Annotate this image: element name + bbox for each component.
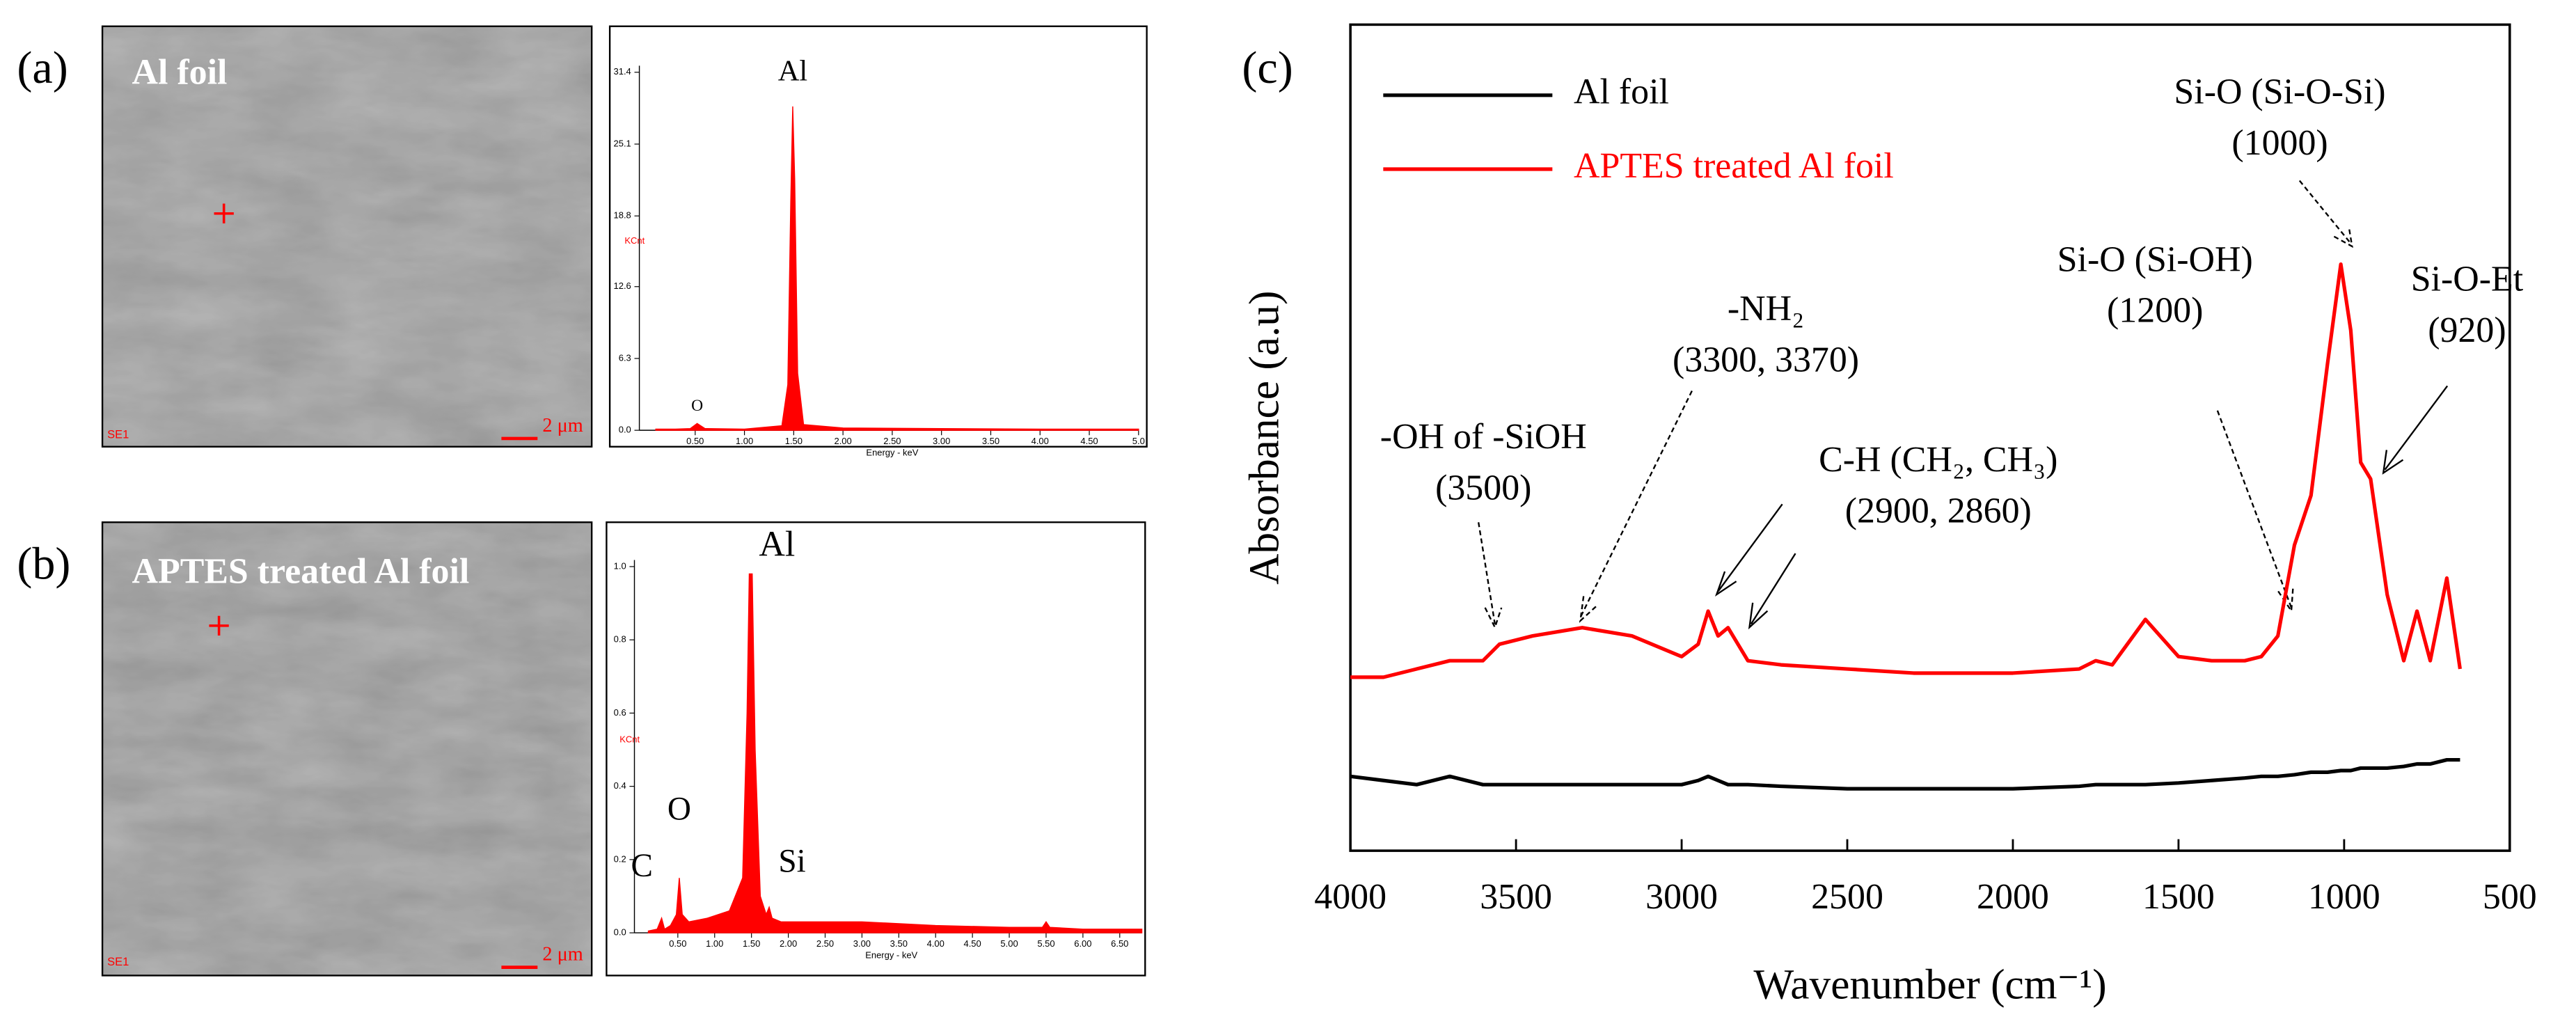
x-tick-label: 3000 [1645,877,1718,917]
panel-label: (c) [1242,42,1293,93]
x-tick-label: 5.00 [1000,938,1018,949]
peak-label: O [667,791,691,828]
x-tick-label: 3500 [1480,877,1552,917]
x-tick-label: 1.00 [736,436,753,446]
y-axis-label: KCnt [619,734,640,744]
y-tick-label: 0.2 [614,853,626,864]
legend-label: Al foil [1574,72,1669,112]
annotation: (1000) [2231,123,2328,163]
y-tick-label: 0.0 [619,425,631,435]
detector-label: SE1 [107,956,129,968]
y-tick-label: 1.0 [614,560,626,571]
x-tick-label: 1500 [2142,877,2215,917]
detector-label: SE1 [107,429,129,441]
annotation: -NH₂ [1728,289,1804,329]
x-tick-label: 2.50 [816,938,834,949]
annotation: C-H (CH₂, CH₃) [1819,440,2057,480]
x-tick-label: 2500 [1811,877,1883,917]
annotation-arrows [1478,180,2449,630]
sem-frame [101,25,593,448]
y-tick-label: 0.6 [614,707,626,718]
panel-label: (a) [17,42,68,93]
x-tick-label: 1.50 [785,436,803,446]
eds-frame [606,521,1146,977]
y-axis-label: KCnt [624,235,645,246]
spot-marker [209,203,234,636]
x-tick-label: 4.50 [1080,436,1098,446]
x-tick-label: 2000 [1977,877,2049,917]
x-tick-label: 3.00 [933,436,950,446]
annotation: (920) [2428,310,2506,350]
legend-label: APTES treated Al foil [1574,146,1894,186]
x-tick-label: 3.50 [982,436,999,446]
annotation: (3500) [1435,468,1531,507]
eds-frame [608,25,1148,448]
annotation: (2900, 2860) [1845,491,2032,530]
y-axis-label: Absorbance (a.u) [1240,291,1288,585]
sem-caption: APTES treated Al foil [132,552,470,592]
x-tick-label: 0.50 [686,436,704,446]
x-tick-label: 4.50 [964,938,981,949]
scale-label: 2 μm [542,415,583,436]
spectrum-line [1350,757,2460,791]
peak-label: C [631,848,653,884]
annotation: -OH of -SiOH [1380,417,1587,457]
sem-image [101,25,593,448]
x-tick-label: 1.00 [706,938,723,949]
x-axis-label: Wavenumber (cm⁻¹) [1753,961,2106,1008]
scale-bar [501,436,538,969]
x-tick-label: 1.50 [743,938,760,949]
peak-label: Si [778,844,805,880]
x-tick-label: 4.00 [927,938,945,949]
plot-frame [1349,23,2511,852]
x-tick-label: 5.50 [1037,938,1054,949]
y-tick-label: 31.4 [614,66,631,77]
x-axis-label: Energy - keV [865,950,917,961]
y-tick-label: 0.8 [614,634,626,645]
y-tick-label: 18.8 [614,210,631,221]
x-tick-label: 2.00 [835,436,852,446]
annotation: Si-O (Si-O-Si) [2174,72,2385,112]
x-axis-label: Energy - keV [866,448,918,458]
annotation: (1200) [2107,291,2203,331]
peak-label: Al [759,525,795,565]
y-tick-label: 0.4 [614,780,626,791]
panel-label: (b) [17,538,70,589]
annotation: Si-O (Si-OH) [2057,239,2253,279]
x-tick-label: 500 [2483,877,2537,917]
x-tick-label: 5.0 [1132,436,1145,446]
y-tick-label: 6.3 [619,352,631,363]
peak-label: Al [778,55,807,88]
x-tick-label: 3.50 [890,938,908,949]
y-tick-label: 0.0 [614,927,626,938]
x-tick-label: 3.00 [853,938,871,949]
x-tick-label: 4.00 [1032,436,1049,446]
annotation: (3300, 3370) [1673,340,1859,379]
y-tick-label: 25.1 [614,138,631,148]
scale-label: 2 μm [542,944,583,965]
sem-frame [101,521,593,977]
spectrum-line [1350,262,2462,679]
x-tick-label: 4000 [1314,877,1386,917]
spectrum-area [655,106,1139,431]
sem-image [101,521,593,977]
x-tick-label: 1000 [2308,877,2380,917]
y-tick-label: 12.6 [614,281,631,291]
spectrum-area [647,573,1143,933]
x-tick-label: 6.50 [1111,938,1128,949]
x-tick-label: 2.00 [780,938,797,949]
peak-label: O [691,397,703,415]
sem-caption: Al foil [132,52,228,92]
x-tick-label: 2.50 [883,436,901,446]
x-tick-label: 6.00 [1074,938,1091,949]
annotation: Si-O-Et [2411,260,2524,299]
x-tick-label: 0.50 [669,938,686,949]
